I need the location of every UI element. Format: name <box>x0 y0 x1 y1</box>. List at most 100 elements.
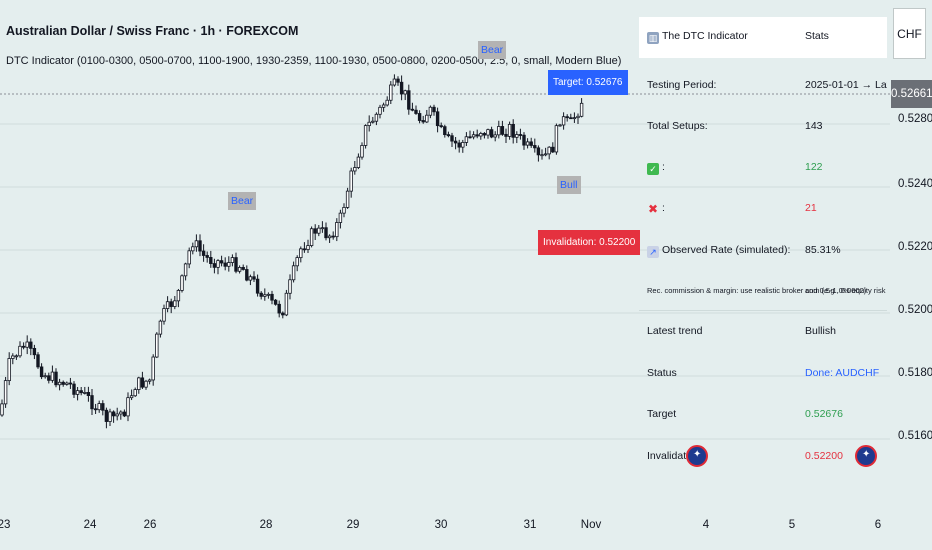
candle-body <box>533 145 537 149</box>
candle-body <box>11 355 15 359</box>
candle-body <box>504 133 508 137</box>
wins-label: : <box>662 161 665 173</box>
candle-body <box>0 403 4 416</box>
candle-body <box>540 154 544 157</box>
candle-body <box>497 126 501 136</box>
candle-body <box>579 102 584 117</box>
candle-body <box>201 250 206 256</box>
candle-body <box>137 377 141 390</box>
candle-body <box>403 90 407 95</box>
trend-chart-icon: ↗ <box>647 246 659 258</box>
candle-body <box>18 345 22 357</box>
candle-body <box>547 146 551 155</box>
candle-body <box>97 403 101 411</box>
candle-body <box>83 392 87 394</box>
candle-body <box>162 308 166 322</box>
candle-body <box>205 255 209 258</box>
time-tick: 26 <box>144 519 157 531</box>
australia-flag-icon[interactable] <box>686 445 708 467</box>
candle-body <box>299 248 303 259</box>
candle-body <box>32 347 37 356</box>
candle-body <box>554 125 559 153</box>
candle-body <box>525 141 530 146</box>
testing-period-row: Testing Period: 2025-01-01 → Latest <box>639 66 887 107</box>
candle-body <box>183 263 188 277</box>
candle-body <box>72 383 76 395</box>
stats-header-right: Stats <box>805 30 829 42</box>
candle-body <box>237 267 242 272</box>
candle-body <box>147 379 152 382</box>
stats-panel: ▥ The DTC Indicator Stats Testing Period:… <box>639 17 887 495</box>
losses-value: 21 <box>805 202 817 214</box>
candle-body <box>522 134 526 146</box>
recommendation-note: Rec. commission & margin: use realistic … <box>647 286 867 295</box>
candle-body <box>399 81 404 95</box>
wins-value: 122 <box>805 161 823 173</box>
candle-body <box>551 146 555 153</box>
bear-signal-label: Bear <box>228 192 257 210</box>
candle-body <box>342 207 346 214</box>
candle-body <box>493 134 497 138</box>
candle-body <box>266 293 271 296</box>
candle-body <box>212 263 217 268</box>
candle-body <box>349 170 353 192</box>
losses-label: : <box>662 202 665 214</box>
candle-body <box>453 140 458 144</box>
candlestick-series <box>0 74 584 429</box>
candle-body <box>198 240 202 252</box>
indicator-legend[interactable]: DTC Indicator (0100-0300, 0500-0700, 110… <box>6 55 622 67</box>
rate-label: Observed Rate (simulated): <box>662 244 791 256</box>
candle-body <box>36 354 40 368</box>
candle-body <box>439 125 443 128</box>
candle-body <box>360 145 364 158</box>
candle-body <box>288 279 292 294</box>
candle-body <box>302 248 307 251</box>
candle-body <box>90 395 94 410</box>
candle-body <box>529 141 533 146</box>
chart-grid <box>0 123 890 440</box>
australia-flag-icon[interactable] <box>855 445 877 467</box>
candle-body <box>54 371 58 386</box>
candle-body <box>443 126 447 136</box>
candle-body <box>61 381 65 385</box>
candle-body <box>435 111 440 127</box>
candle-body <box>363 125 368 146</box>
candle-body <box>75 390 80 395</box>
candle-body <box>187 250 191 265</box>
currency-button[interactable]: CHF <box>893 8 926 59</box>
chart-icon: ▥ <box>647 32 659 44</box>
candle-body <box>65 382 69 385</box>
candle-body <box>374 113 379 122</box>
candle-body <box>353 167 357 172</box>
price-tick: 0.52200 <box>898 241 932 253</box>
candle-body <box>101 403 105 411</box>
candle-body <box>331 235 335 238</box>
candle-body <box>461 142 465 148</box>
candle-body <box>284 292 289 316</box>
candle-body <box>392 78 397 86</box>
target-value: 0.52676 <box>805 408 843 420</box>
candle-body <box>79 390 83 394</box>
latest-trend-value: Bullish <box>805 325 836 337</box>
candle-body <box>227 262 231 267</box>
candle-body <box>518 134 523 136</box>
candle-body <box>191 246 195 252</box>
testing-period-label: Testing Period: <box>647 79 717 91</box>
bull-signal-label: Bull <box>557 176 581 194</box>
candle-body <box>169 301 173 307</box>
candle-body <box>446 134 451 137</box>
candle-body <box>309 228 314 246</box>
candle-body <box>259 292 263 297</box>
candle-body <box>155 333 159 358</box>
candle-body <box>43 375 47 378</box>
candle-body <box>475 134 479 137</box>
candle-body <box>29 341 33 349</box>
candle-body <box>327 235 332 239</box>
candle-body <box>93 408 98 411</box>
symbol-title[interactable]: Australian Dollar / Swiss Franc · 1h · F… <box>6 24 299 38</box>
candle-body <box>367 121 371 127</box>
time-tick: 30 <box>435 519 448 531</box>
